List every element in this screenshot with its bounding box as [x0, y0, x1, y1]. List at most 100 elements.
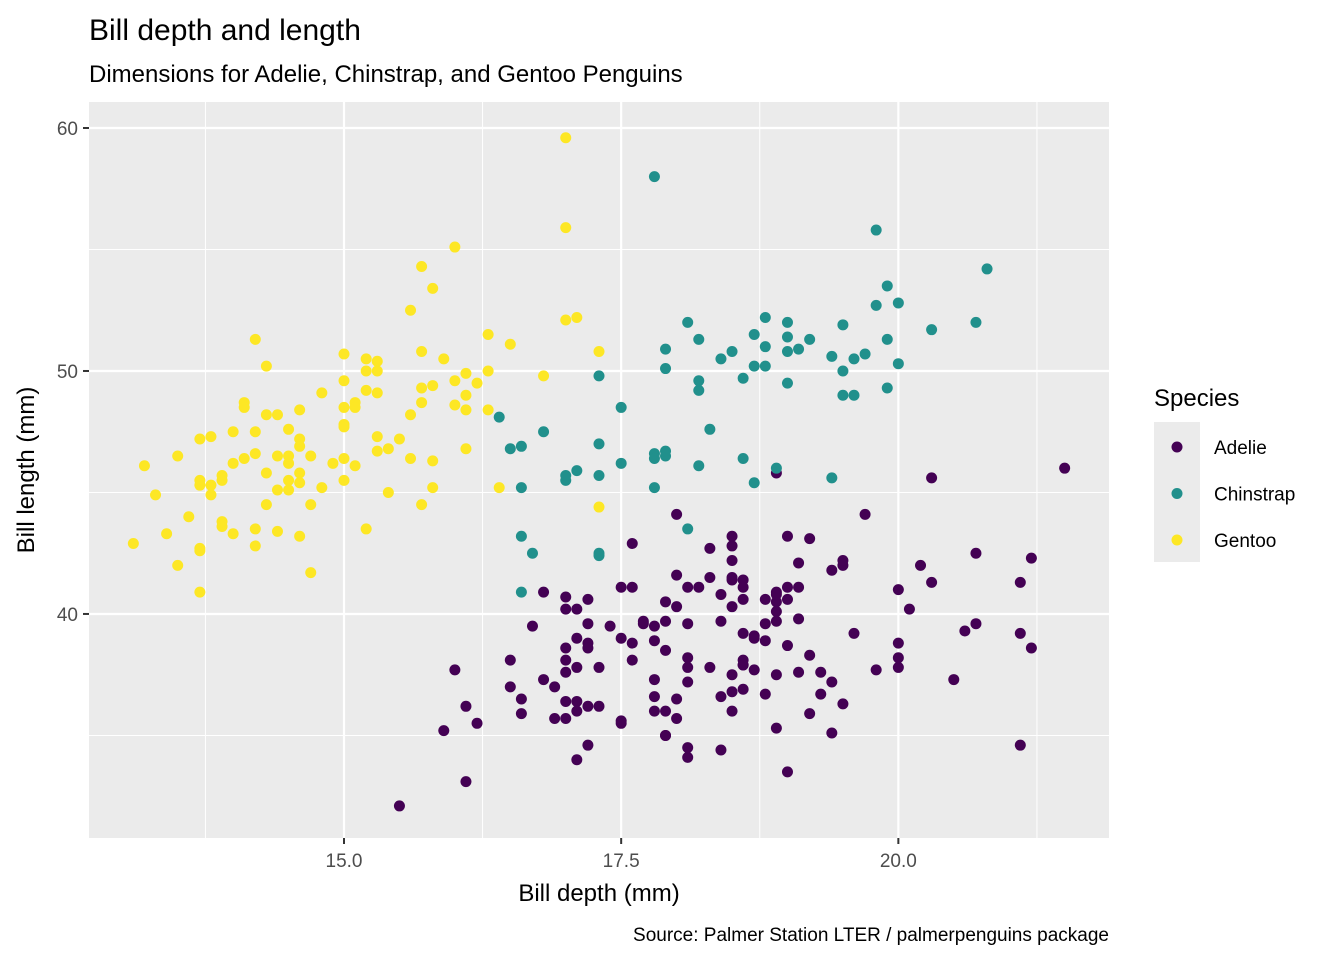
point-adelie	[793, 581, 805, 593]
point-chinstrap	[593, 370, 605, 382]
point-chinstrap	[648, 452, 660, 464]
point-gentoo	[538, 370, 550, 382]
point-chinstrap	[648, 171, 660, 183]
point-gentoo	[482, 365, 494, 377]
point-chinstrap	[793, 343, 805, 355]
point-chinstrap	[660, 363, 672, 375]
point-gentoo	[172, 450, 184, 462]
point-chinstrap	[881, 382, 893, 394]
point-adelie	[826, 676, 838, 688]
point-chinstrap	[970, 316, 982, 328]
point-adelie	[892, 652, 904, 664]
point-gentoo	[460, 443, 472, 455]
point-adelie	[671, 569, 683, 581]
point-gentoo	[571, 312, 583, 324]
legend-key-gentoo	[1171, 534, 1183, 546]
point-adelie	[560, 591, 572, 603]
point-adelie	[737, 659, 749, 671]
point-chinstrap	[781, 346, 793, 358]
point-gentoo	[138, 460, 150, 472]
point-gentoo	[338, 401, 350, 413]
point-adelie	[892, 661, 904, 673]
point-chinstrap	[704, 423, 716, 435]
point-chinstrap	[848, 353, 860, 365]
point-adelie	[682, 661, 694, 673]
point-gentoo	[260, 409, 272, 421]
point-adelie	[438, 725, 450, 737]
point-chinstrap	[826, 472, 838, 484]
point-gentoo	[482, 404, 494, 416]
point-adelie	[682, 581, 694, 593]
x-axis-label: Bill depth (mm)	[518, 880, 679, 907]
point-gentoo	[183, 511, 195, 523]
point-adelie	[1025, 642, 1037, 654]
point-adelie	[948, 674, 960, 686]
point-adelie	[970, 547, 982, 559]
point-adelie	[660, 596, 672, 608]
legend-key-chinstrap	[1171, 488, 1183, 499]
point-chinstrap	[881, 280, 893, 292]
point-gentoo	[593, 346, 605, 358]
point-adelie	[837, 698, 849, 710]
point-chinstrap	[693, 384, 705, 396]
point-adelie	[648, 691, 660, 703]
point-chinstrap	[515, 586, 527, 598]
point-gentoo	[382, 443, 394, 455]
point-adelie	[693, 581, 705, 593]
point-gentoo	[327, 457, 339, 469]
point-gentoo	[227, 457, 239, 469]
point-chinstrap	[748, 329, 760, 341]
y-tick-label: 40	[57, 605, 78, 626]
point-gentoo	[249, 426, 261, 438]
point-gentoo	[371, 387, 383, 399]
point-chinstrap	[826, 350, 838, 362]
point-adelie	[515, 708, 527, 720]
point-adelie	[826, 727, 838, 739]
point-gentoo	[194, 479, 206, 491]
point-gentoo	[405, 304, 417, 316]
point-gentoo	[338, 421, 350, 433]
x-tick-label: 15.0	[326, 851, 363, 872]
point-chinstrap	[804, 333, 816, 345]
point-adelie	[671, 693, 683, 705]
point-gentoo	[416, 397, 428, 409]
point-gentoo	[338, 474, 350, 486]
point-gentoo	[283, 450, 295, 462]
point-adelie	[959, 625, 971, 637]
legend: Species Adelie Chinstrap Gentoo	[1154, 385, 1295, 562]
point-adelie	[770, 722, 782, 734]
point-gentoo	[271, 409, 283, 421]
point-adelie	[903, 603, 915, 615]
point-gentoo	[249, 448, 261, 460]
point-adelie	[970, 618, 982, 630]
point-adelie	[449, 664, 461, 676]
point-adelie	[648, 635, 660, 647]
point-chinstrap	[859, 348, 871, 360]
point-chinstrap	[737, 372, 749, 384]
point-adelie	[682, 751, 694, 763]
point-adelie	[759, 635, 771, 647]
point-gentoo	[360, 384, 372, 396]
point-adelie	[682, 676, 694, 688]
point-adelie	[704, 542, 716, 554]
point-adelie	[560, 654, 572, 666]
point-adelie	[715, 691, 727, 703]
legend-label-chinstrap: Chinstrap	[1214, 485, 1295, 506]
point-chinstrap	[515, 440, 527, 452]
chart-title: Bill depth and length	[89, 14, 361, 47]
point-adelie	[571, 603, 583, 615]
point-adelie	[748, 664, 760, 676]
point-gentoo	[216, 474, 228, 486]
point-gentoo	[371, 355, 383, 367]
point-adelie	[1025, 552, 1037, 564]
point-gentoo	[294, 467, 306, 479]
point-gentoo	[449, 375, 461, 387]
point-gentoo	[271, 525, 283, 537]
point-adelie	[504, 654, 516, 666]
point-chinstrap	[892, 358, 904, 370]
point-adelie	[626, 637, 638, 649]
point-adelie	[604, 620, 616, 632]
point-chinstrap	[748, 477, 760, 489]
point-adelie	[848, 627, 860, 639]
point-adelie	[892, 637, 904, 649]
